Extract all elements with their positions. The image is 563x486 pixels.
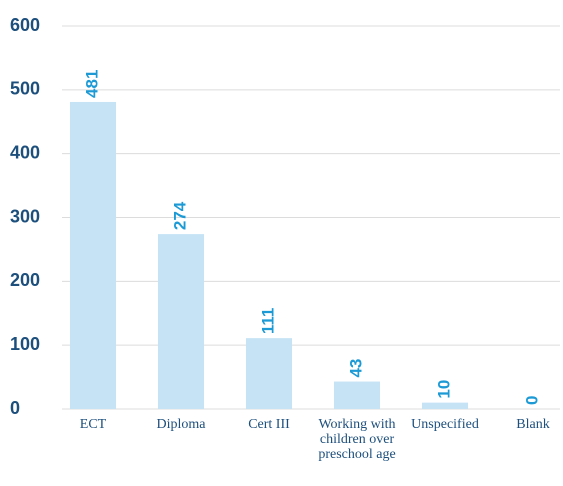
y-tick-label: 500 [10, 79, 40, 99]
value-label: 0 [522, 396, 541, 405]
x-tick-label-box: Working with children over preschool age [318, 417, 396, 462]
bar [334, 381, 380, 409]
x-tick-label: Unspecified [411, 417, 479, 432]
x-tick-label: Working with children over preschool age [318, 417, 396, 462]
value-label: 43 [346, 359, 365, 378]
x-tick-label: Diploma [156, 417, 206, 432]
y-tick-label: 0 [10, 398, 20, 418]
bar [246, 338, 292, 409]
x-tick-label-box: Diploma [156, 417, 206, 432]
x-tick-label-box: Blank [516, 417, 550, 432]
x-tick-label-box: Unspecified [411, 417, 479, 432]
y-tick-label: 600 [10, 15, 40, 35]
bar [70, 101, 116, 409]
value-label: 111 [258, 308, 277, 335]
bar [422, 402, 468, 409]
x-tick-label: Cert III [248, 417, 290, 432]
y-tick-label: 100 [10, 334, 40, 354]
x-tick-label-box: ECT [79, 417, 107, 432]
value-label: 481 [82, 70, 101, 98]
value-label: 10 [434, 380, 453, 399]
x-tick-label: Blank [516, 417, 550, 432]
y-tick-label: 200 [10, 270, 40, 290]
y-tick-label: 300 [10, 206, 40, 226]
x-tick-label-box: Cert III [248, 417, 290, 432]
bar [158, 234, 204, 409]
value-label: 274 [170, 201, 189, 230]
y-tick-label: 400 [10, 142, 40, 162]
x-tick-label: ECT [79, 417, 107, 432]
